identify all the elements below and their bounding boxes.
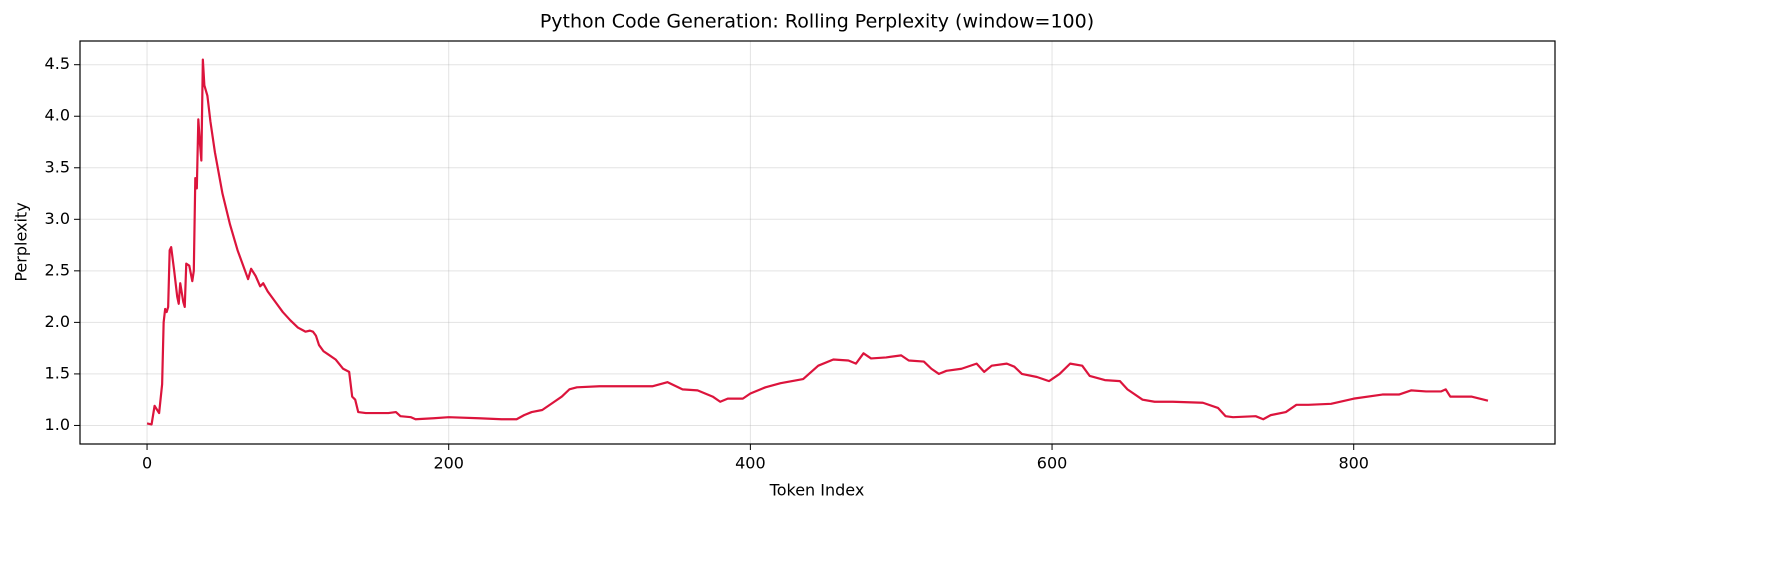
- y-tick-label: 4.0: [45, 106, 70, 125]
- x-tick-label: 0: [142, 454, 152, 473]
- x-tick-label: 600: [1037, 454, 1068, 473]
- y-tick-label: 3.5: [45, 157, 70, 176]
- y-tick-label: 4.5: [45, 54, 70, 73]
- y-tick-label: 2.5: [45, 260, 70, 279]
- x-axis-label: Token Index: [769, 481, 865, 500]
- line: [146, 58, 1489, 426]
- x-tick-label: 400: [735, 454, 766, 473]
- y-axis-label: Perplexity: [12, 202, 31, 281]
- y-tick-label: 1.5: [45, 363, 70, 382]
- y-tick-label: 3.0: [45, 209, 70, 228]
- x-tick-label: 800: [1338, 454, 1369, 473]
- plot-frame: [79, 40, 1556, 445]
- x-tick-label: 200: [433, 454, 464, 473]
- y-tick-label: 2.0: [45, 312, 70, 331]
- chart-title: Python Code Generation: Rolling Perplexi…: [540, 11, 1094, 33]
- y-tick-label: 1.0: [45, 415, 70, 434]
